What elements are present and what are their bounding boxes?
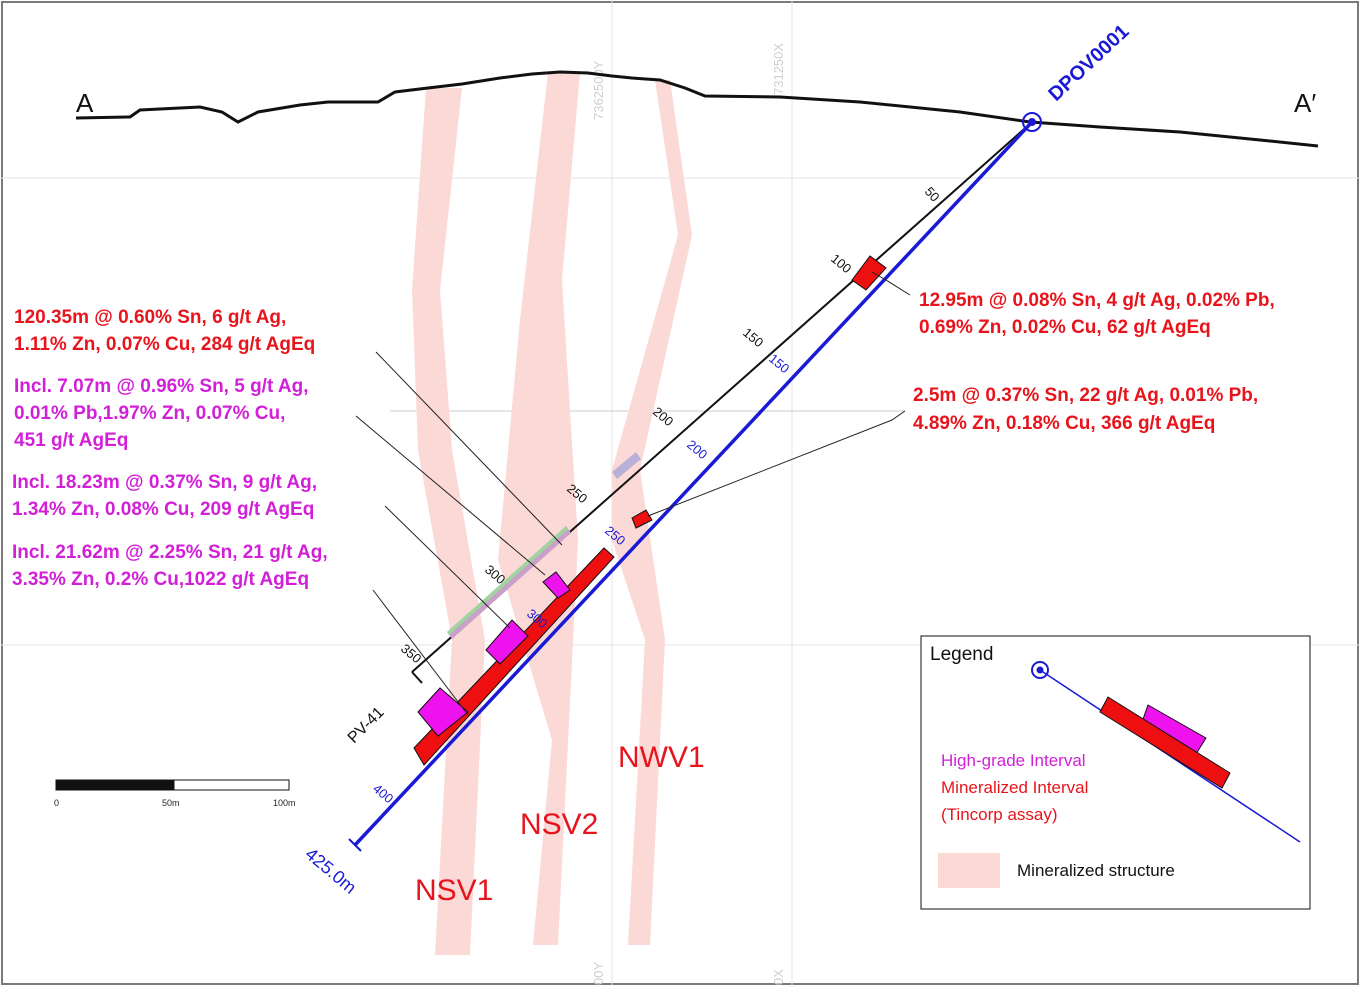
scale-label-0: 0 (54, 798, 59, 808)
leader-lines (355, 271, 911, 716)
interval-upper (851, 255, 887, 291)
grid-label-x: 731250X (771, 43, 786, 95)
annotation-incl-3: Incl. 21.62m @ 2.25% Sn, 21 g/t Ag, 3.35… (12, 542, 333, 590)
legend-structure-swatch (938, 853, 1000, 888)
collar-icon (1022, 112, 1042, 132)
legend: Legend High-grade Interval Mineralized I… (920, 635, 1311, 910)
interval-mid (631, 509, 653, 529)
legend-title: Legend (930, 644, 993, 665)
high-grade-1 (417, 687, 469, 737)
legend-structure-label: Mineralized structure (1017, 861, 1175, 880)
legend-mineralized-sub: (Tincorp assay) (941, 805, 1058, 824)
assay-strip (447, 452, 641, 639)
structure-nsv1 (412, 88, 485, 955)
legend-high-grade-label: High-grade Interval (941, 751, 1086, 770)
annotation-main-interval: 120.35m @ 0.60% Sn, 6 g/t Ag, 1.11% Zn, … (14, 307, 315, 355)
scale-bar: 0 50m 100m (54, 779, 296, 808)
legend-mineralized-swatch (1099, 696, 1231, 789)
structure-nwv1 (612, 80, 692, 945)
high-grade-intervals (417, 571, 571, 737)
annotation-incl-2: Incl. 18.23m @ 0.37% Sn, 9 g/t Ag, 1.34%… (12, 472, 322, 520)
structure-label-nwv1: NWV1 (618, 741, 705, 774)
grid-label-x-bottom: 0X (771, 969, 786, 985)
structure-label-nsv2: NSV2 (520, 808, 598, 841)
high-grade-2 (485, 619, 529, 665)
structure-nsv2 (498, 72, 580, 945)
main-drillhole-trace (353, 120, 1034, 847)
topography-line (75, 70, 1319, 148)
legend-mineralized-label: Mineralized Interval (941, 778, 1088, 797)
scale-label-100: 100m (273, 798, 296, 808)
annotation-upper-interval: 12.95m @ 0.08% Sn, 4 g/t Ag, 0.02% Pb, 0… (919, 290, 1280, 338)
high-grade-3 (542, 571, 571, 599)
section-end-label: A′ (1294, 88, 1316, 118)
structure-label-nsv1: NSV1 (415, 874, 493, 907)
mineralized-structures (412, 72, 692, 955)
legend-collar-icon (1031, 661, 1049, 679)
annotation-mid-interval: 2.5m @ 0.37% Sn, 22 g/t Ag, 0.01% Pb, 4.… (913, 385, 1263, 434)
scale-label-50: 50m (162, 798, 180, 808)
grid-label-y: 7362500Y (591, 60, 606, 120)
grid-label-y-bottom: 00Y (591, 962, 606, 985)
annotation-incl-1: Incl. 7.07m @ 0.96% Sn, 5 g/t Ag, 0.01% … (14, 376, 314, 451)
section-start-label: A (76, 88, 94, 118)
